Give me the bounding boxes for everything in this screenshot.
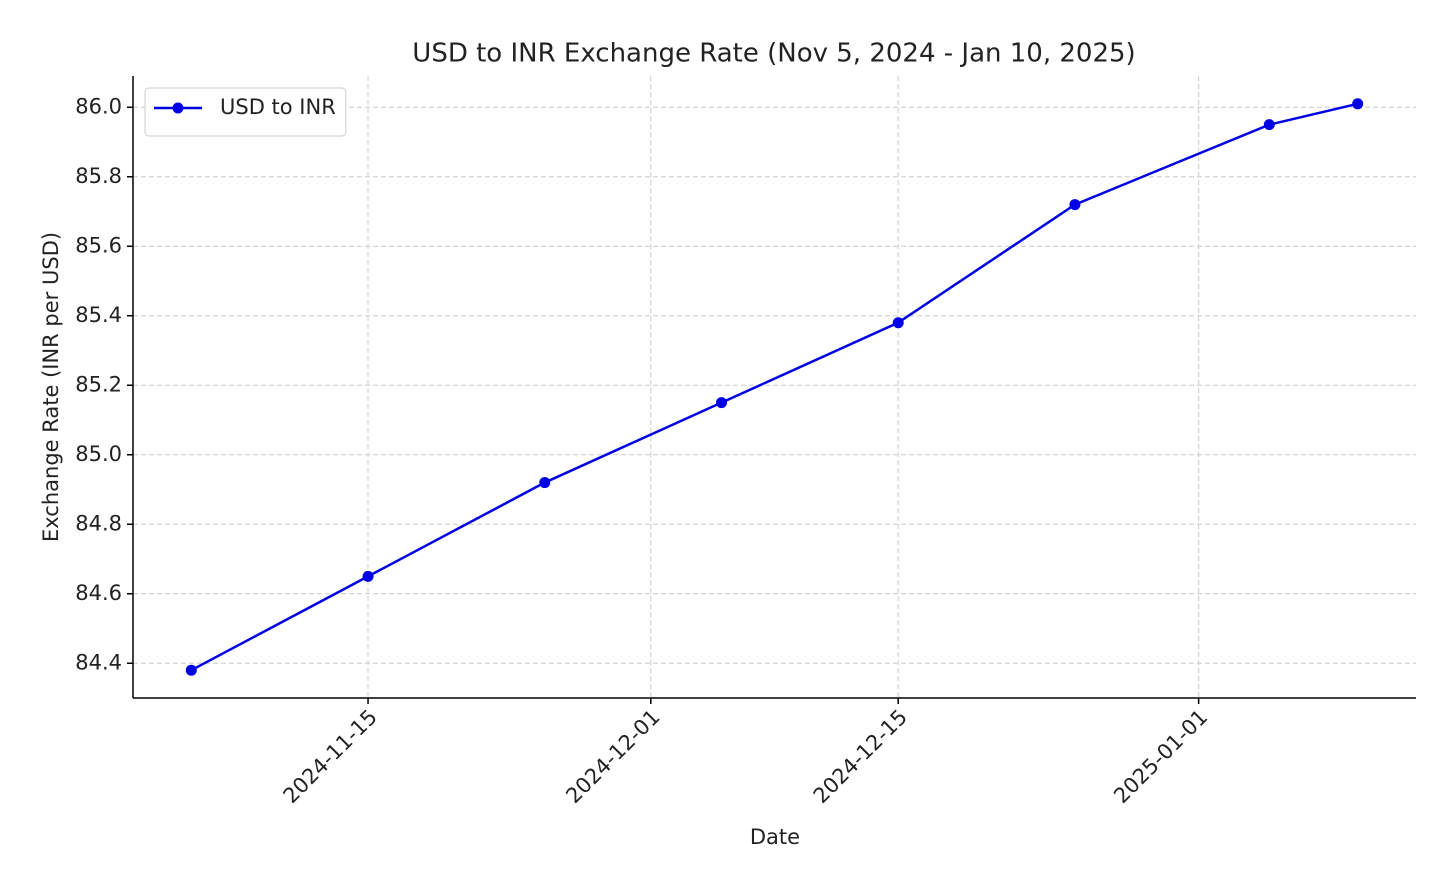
y-tick-label: 85.4 <box>75 303 122 327</box>
legend-label: USD to INR <box>220 95 336 119</box>
data-point <box>1352 98 1364 110</box>
y-tick-label: 84.8 <box>75 511 122 535</box>
y-tick-label: 85.6 <box>75 233 122 257</box>
x-tick-label: 2025-01-01 <box>1109 705 1212 808</box>
data-point <box>362 570 374 582</box>
y-tick-label: 85.0 <box>75 442 122 466</box>
x-axis-label: Date <box>750 825 800 849</box>
data-point <box>1263 119 1275 131</box>
data-point <box>185 664 197 676</box>
x-tick-label: 2024-12-15 <box>809 705 912 808</box>
chart-title: USD to INR Exchange Rate (Nov 5, 2024 - … <box>412 39 1135 69</box>
y-tick-label: 84.6 <box>75 581 122 605</box>
x-tick-label: 2024-11-15 <box>279 705 382 808</box>
x-tick-label: 2024-12-01 <box>561 705 664 808</box>
data-point <box>715 397 727 409</box>
y-tick-label: 85.8 <box>75 164 122 188</box>
data-line <box>190 102 1358 672</box>
data-point <box>892 317 904 329</box>
y-tick-label: 86.0 <box>75 94 122 118</box>
y-tick-label: 85.2 <box>75 372 122 396</box>
y-axis-label: Exchange Rate (INR per USD) <box>39 232 63 542</box>
legend: USD to INR <box>144 87 347 137</box>
legend-marker <box>172 102 184 114</box>
data-point <box>1069 199 1081 211</box>
legend-box <box>144 87 347 137</box>
data-point <box>539 477 551 489</box>
y-tick-label: 84.4 <box>75 650 122 674</box>
